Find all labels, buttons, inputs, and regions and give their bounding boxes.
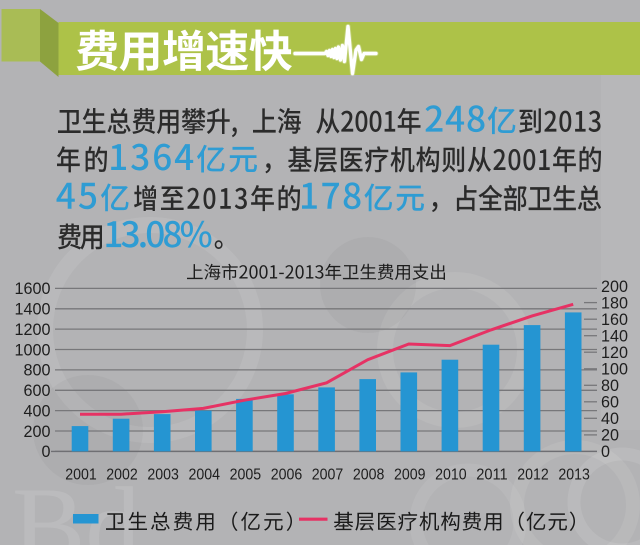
svg-text:60: 60 [601, 394, 619, 412]
svg-text:80: 80 [601, 377, 619, 395]
svg-text:1000: 1000 [15, 341, 51, 359]
svg-text:2001: 2001 [65, 467, 97, 484]
svg-text:1200: 1200 [15, 321, 51, 339]
svg-text:2003: 2003 [147, 467, 179, 484]
svg-text:0: 0 [601, 443, 610, 461]
svg-text:2005: 2005 [230, 467, 262, 484]
svg-text:0: 0 [42, 443, 51, 461]
svg-text:2011: 2011 [476, 467, 508, 484]
svg-text:2002: 2002 [106, 467, 138, 484]
svg-text:2007: 2007 [312, 467, 344, 484]
svg-text:20: 20 [601, 427, 619, 445]
svg-text:2009: 2009 [394, 467, 426, 484]
svg-text:1600: 1600 [15, 280, 51, 298]
svg-text:Bd: Bd [12, 465, 140, 545]
svg-text:400: 400 [24, 402, 51, 420]
svg-text:2008: 2008 [353, 467, 385, 484]
svg-text:2012: 2012 [517, 467, 549, 484]
svg-text:180: 180 [601, 294, 628, 312]
svg-text:160: 160 [601, 311, 628, 329]
svg-text:200: 200 [24, 423, 51, 441]
svg-text:2006: 2006 [271, 467, 303, 484]
svg-text:100: 100 [601, 361, 628, 379]
svg-text:2004: 2004 [189, 467, 221, 484]
svg-text:140: 140 [601, 328, 628, 346]
svg-text:600: 600 [24, 382, 51, 400]
svg-text:40: 40 [601, 410, 619, 428]
svg-text:2010: 2010 [435, 467, 467, 484]
svg-text:1400: 1400 [15, 301, 51, 319]
svg-text:120: 120 [601, 344, 628, 362]
svg-text:800: 800 [24, 362, 51, 380]
svg-text:200: 200 [601, 278, 628, 296]
svg-text:2013: 2013 [558, 467, 590, 484]
